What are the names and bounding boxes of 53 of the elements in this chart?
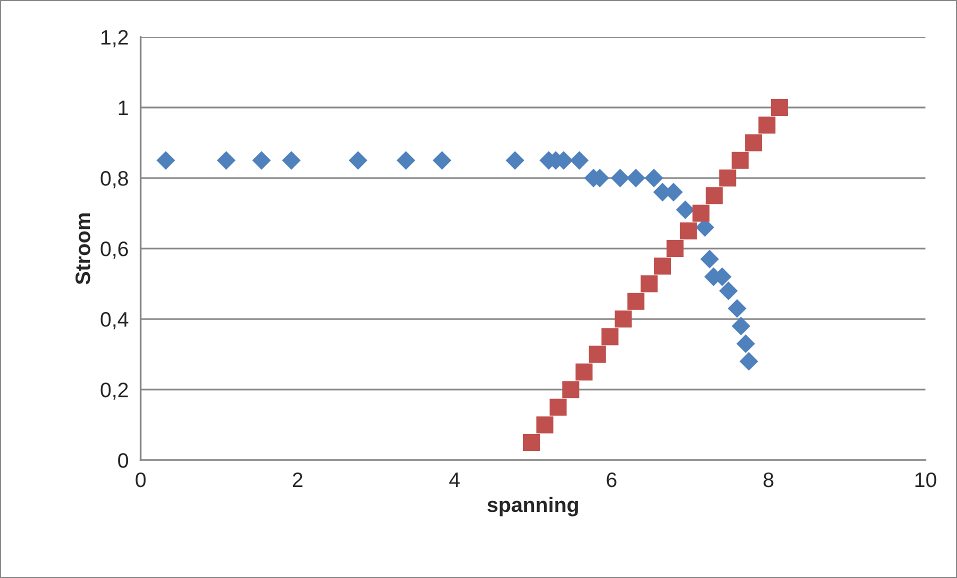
point <box>216 151 236 170</box>
point <box>614 310 632 328</box>
point <box>740 352 758 371</box>
point <box>396 151 416 170</box>
point <box>700 250 719 268</box>
point <box>732 152 749 169</box>
point <box>570 151 589 170</box>
y-tick-label: 0,4 <box>100 312 128 330</box>
point <box>562 381 580 398</box>
point <box>736 334 756 354</box>
point <box>732 316 750 336</box>
point <box>728 299 746 318</box>
y-tick-label: 1,2 <box>102 30 128 48</box>
point <box>644 168 664 188</box>
point <box>588 346 606 363</box>
point <box>601 328 618 346</box>
y-tick-label: 0,8 <box>100 171 128 188</box>
x-tick-label: 8 <box>764 472 774 488</box>
point <box>522 434 540 451</box>
y-tick-label: 0,6 <box>100 242 128 259</box>
x-tick-label: 6 <box>606 472 616 488</box>
point <box>506 151 524 170</box>
point <box>432 151 452 170</box>
point <box>252 151 271 170</box>
point <box>550 398 567 416</box>
point <box>627 292 644 310</box>
point <box>640 275 658 292</box>
point <box>666 240 684 258</box>
point <box>610 168 630 188</box>
point <box>719 282 738 300</box>
point <box>282 151 301 170</box>
y-axis-title: Stroom <box>75 213 90 284</box>
point <box>654 258 672 275</box>
y-tick-label: 0,2 <box>100 382 128 400</box>
y-tick-label: 0 <box>118 453 128 468</box>
point <box>719 170 736 187</box>
point <box>745 134 762 152</box>
point <box>576 363 593 380</box>
point <box>156 151 176 170</box>
point <box>348 151 368 170</box>
x-tick-label: 4 <box>449 472 460 487</box>
x-axis-title: spanning <box>487 496 578 516</box>
point <box>536 416 554 434</box>
point <box>758 116 776 134</box>
x-tick-label: 0 <box>136 472 146 488</box>
y-tick-label: 1 <box>118 100 128 116</box>
point <box>692 204 710 222</box>
point <box>626 168 646 188</box>
point <box>680 222 697 240</box>
x-tick-label: 10 <box>915 472 936 488</box>
point <box>706 187 723 204</box>
x-tick-label: 2 <box>292 472 302 487</box>
point <box>770 99 788 116</box>
